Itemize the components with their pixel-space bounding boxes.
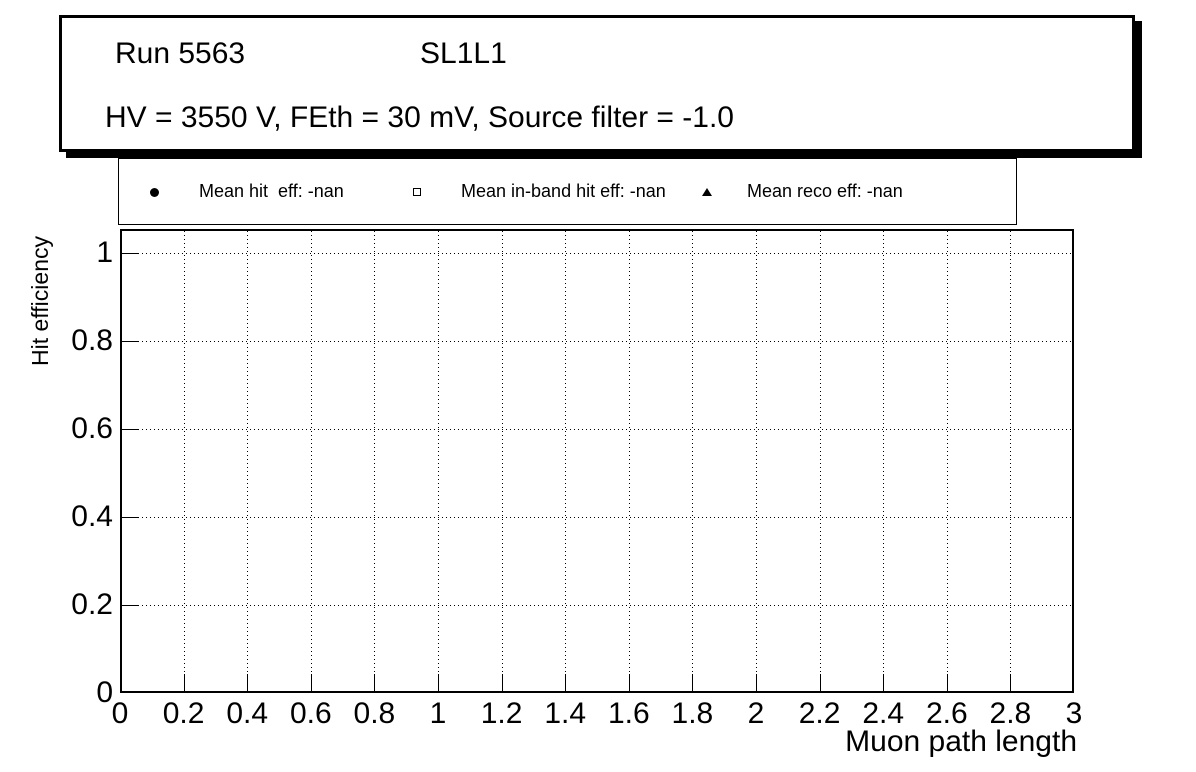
x-gridline (628, 231, 630, 691)
x-tick-label: 2.4 (862, 697, 905, 730)
x-tick-mark (946, 674, 948, 691)
filled-circle-icon (150, 188, 159, 197)
x-tick-label: 2.2 (798, 697, 841, 730)
x-gridline (1010, 231, 1012, 691)
x-gridline (883, 231, 885, 691)
y-tick-label: 0 (96, 676, 113, 709)
x-tick-mark (501, 674, 503, 691)
filled-triangle-icon (702, 188, 712, 196)
x-tick-mark (247, 674, 249, 691)
x-tick-mark (438, 674, 439, 691)
x-gridline (374, 231, 376, 691)
x-tick-label: 3 (1065, 697, 1083, 730)
x-gridline (946, 231, 948, 691)
y-tick-label: 0.2 (71, 588, 113, 622)
x-tick-label: 2 (747, 697, 765, 730)
y-tick-mark (122, 517, 139, 519)
y-tick-mark (122, 605, 139, 607)
x-tick-mark (628, 674, 630, 691)
x-tick-mark (310, 674, 312, 691)
x-tick-label: 1.6 (607, 697, 650, 730)
plot-frame (120, 229, 1074, 693)
y-gridline (122, 605, 1072, 607)
x-gridline (692, 231, 694, 691)
x-tick-mark (565, 674, 567, 691)
x-gridline (565, 231, 567, 691)
y-gridline (122, 517, 1072, 519)
y-tick-label: 1 (96, 236, 113, 270)
x-tick-label: 0.4 (226, 697, 269, 730)
y-tick-label: 0.8 (71, 324, 113, 358)
y-tick-mark (122, 341, 139, 343)
y-tick-mark (122, 429, 139, 431)
x-tick-mark (374, 674, 376, 691)
x-tick-label: 1.2 (480, 697, 523, 730)
y-gridline (122, 429, 1072, 431)
x-tick-label: 0.6 (289, 697, 332, 730)
x-tick-label: 1.4 (544, 697, 587, 730)
conditions-label: HV = 3550 V, FEth = 30 mV, Source filter… (105, 101, 734, 134)
x-tick-label: 0.8 (353, 697, 396, 730)
x-gridline (501, 231, 503, 691)
x-tick-mark (883, 674, 885, 691)
x-tick-mark (756, 674, 757, 691)
y-gridline (122, 253, 1072, 255)
x-tick-mark (692, 674, 694, 691)
open-square-icon (413, 188, 421, 196)
x-gridline (247, 231, 249, 691)
x-axis-title: Muon path length (845, 725, 1077, 758)
y-tick-label: 0.6 (71, 412, 113, 446)
x-tick-label: 1 (429, 697, 447, 730)
y-tick-mark (122, 253, 139, 255)
title-line-1: Run 5563 SL1L1 (62, 37, 1132, 71)
x-tick-label: 1.8 (671, 697, 714, 730)
x-gridline (756, 231, 757, 691)
x-gridline (819, 231, 821, 691)
title-pave: Run 5563 SL1L1 HV = 3550 V, FEth = 30 mV… (59, 15, 1135, 152)
x-gridline (310, 231, 312, 691)
x-tick-label: 0.2 (162, 697, 205, 730)
x-gridline (438, 231, 439, 691)
legend-box: Mean hit eff: -nan Mean in-band hit eff:… (118, 158, 1017, 225)
legend-label-mean-inband-hit-eff: Mean in-band hit eff: -nan (461, 181, 666, 201)
y-tick-label: 0.4 (71, 500, 113, 534)
x-gridline (183, 231, 185, 691)
superlayer-label: SL1L1 (420, 37, 507, 70)
y-gridline (122, 341, 1072, 343)
legend-label-mean-hit-eff: Mean hit eff: -nan (199, 181, 344, 201)
x-tick-label: 2.6 (925, 697, 968, 730)
legend-label-mean-reco-eff: Mean reco eff: -nan (747, 181, 903, 201)
x-tick-mark (183, 674, 185, 691)
x-tick-label: 2.8 (989, 697, 1032, 730)
x-tick-label: 0 (111, 697, 129, 730)
x-tick-mark (1010, 674, 1012, 691)
run-number-label: Run 5563 (115, 37, 246, 70)
x-tick-mark (819, 674, 821, 691)
